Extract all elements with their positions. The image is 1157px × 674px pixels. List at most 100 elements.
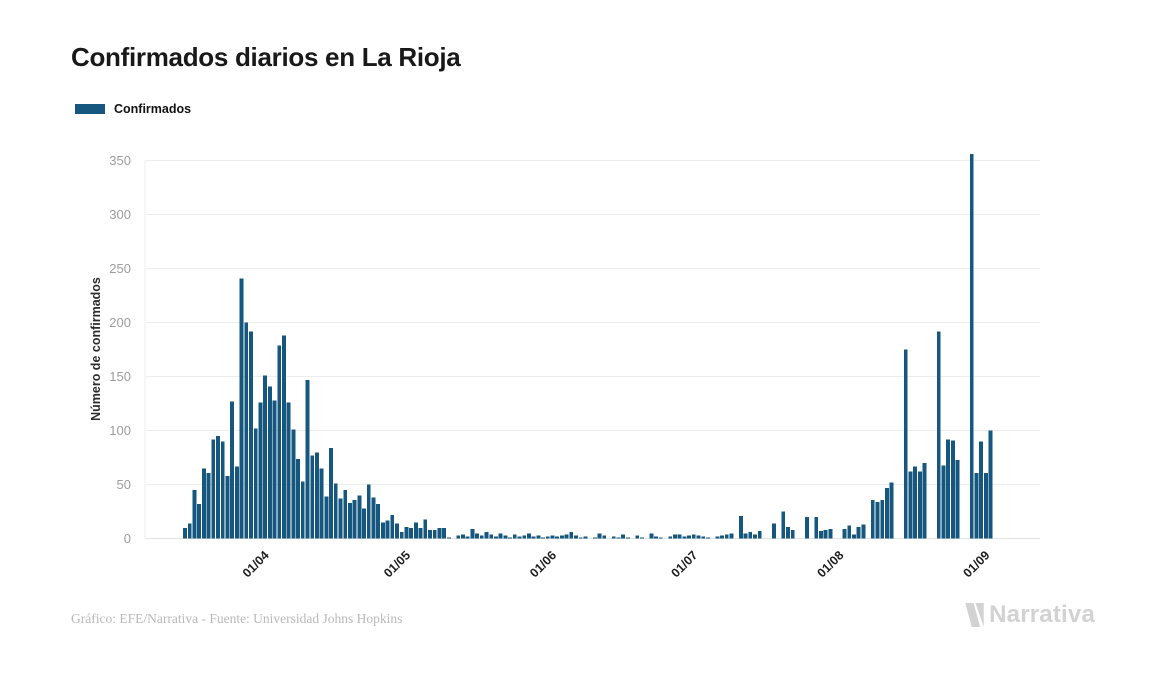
bar (917, 471, 922, 539)
bar (691, 534, 696, 539)
bar (988, 430, 993, 539)
bar (545, 536, 550, 539)
y-tick-label: 100 (109, 423, 131, 438)
legend-label: Confirmados (114, 102, 192, 116)
bar (338, 498, 343, 539)
bar (305, 379, 310, 539)
bar (183, 527, 187, 539)
bar (559, 535, 564, 539)
bar (720, 535, 724, 539)
bar (649, 533, 654, 539)
bar (602, 535, 607, 539)
bar (498, 533, 503, 539)
bar (366, 484, 371, 539)
bar (941, 465, 946, 539)
bar (555, 536, 560, 539)
bar (616, 537, 621, 539)
bar (861, 524, 866, 539)
bar (206, 472, 211, 539)
bar (889, 482, 894, 539)
bar (550, 535, 555, 539)
bar (277, 345, 282, 539)
bar (687, 535, 691, 539)
bar (592, 537, 597, 539)
bar (234, 466, 239, 539)
bar (272, 400, 277, 539)
bar (870, 499, 875, 539)
bar (677, 534, 682, 539)
bar (291, 429, 296, 539)
bar (729, 533, 734, 539)
bar (583, 536, 588, 539)
narrativa-logo-text: Narrativa (989, 601, 1095, 628)
bar (611, 536, 616, 539)
bar (748, 532, 753, 539)
bar (315, 452, 319, 539)
bar (903, 349, 908, 539)
bar (757, 531, 762, 539)
bar (828, 528, 833, 539)
bar (621, 534, 626, 539)
bar (983, 472, 988, 539)
bar (673, 534, 677, 539)
narrativa-logo: Narrativa (965, 601, 1095, 629)
bar (814, 517, 819, 539)
bar (470, 528, 475, 539)
y-tick-label: 250 (109, 261, 131, 276)
bar (880, 499, 885, 539)
bar (884, 487, 889, 539)
source-credit: Gráfico: EFE/Narrativa - Fuente: Univers… (71, 611, 403, 626)
bar (409, 527, 414, 539)
y-tick-label: 150 (109, 369, 131, 384)
bar (479, 535, 484, 539)
bar (541, 537, 545, 539)
bar (347, 503, 352, 539)
y-axis-title: Número de confirmados (89, 277, 103, 421)
bar (461, 534, 465, 539)
bar (781, 511, 786, 539)
bar (211, 439, 216, 539)
bar (437, 527, 442, 539)
bar (263, 375, 268, 539)
bar (668, 536, 673, 539)
bar (300, 481, 305, 539)
x-tick-label: 01/05 (381, 548, 413, 580)
bar (489, 534, 494, 539)
bar (804, 517, 809, 539)
bar (701, 536, 706, 539)
chart-title: Confirmados diarios en La Rioja (71, 42, 461, 72)
y-tick-label: 50 (117, 477, 131, 492)
bar (908, 471, 913, 539)
bar (974, 472, 979, 539)
bar (484, 532, 489, 539)
bar (512, 534, 517, 539)
bar (682, 536, 687, 539)
bar (569, 532, 574, 539)
bar (913, 466, 918, 539)
bar (936, 331, 941, 539)
bar (362, 508, 366, 539)
bar (724, 534, 729, 539)
bar (418, 527, 423, 539)
bar (654, 536, 659, 539)
legend-swatch (75, 104, 105, 114)
bar (395, 523, 399, 539)
bar (705, 537, 710, 539)
bar (249, 331, 253, 539)
bar (220, 441, 225, 539)
bar (267, 386, 272, 539)
bar (423, 519, 428, 539)
bar (380, 522, 385, 539)
y-tick-label: 0 (124, 531, 131, 546)
bar (216, 436, 220, 539)
bar (465, 536, 470, 539)
bar (922, 463, 927, 539)
bar (578, 537, 583, 539)
bar (950, 440, 955, 539)
bar (790, 530, 795, 539)
bar (352, 499, 357, 539)
narrativa-logo-icon (965, 603, 984, 627)
x-tick-label: 01/08 (814, 548, 846, 580)
